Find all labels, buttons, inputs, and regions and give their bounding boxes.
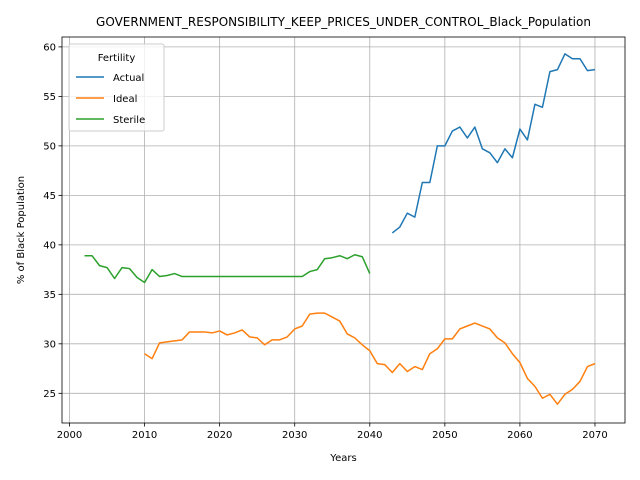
legend-items: Actual Ideal Sterile	[76, 73, 145, 126]
x-tick-label: 2070	[582, 430, 607, 441]
x-axis-label: Years	[329, 453, 356, 464]
legend-box	[68, 43, 165, 132]
axis-ticks: 2000 2010 2020 2030 2040 2050 2060 2070 25 30 35 40…	[43, 42, 607, 441]
legend-label-actual: Actual	[113, 73, 144, 84]
y-tick-label: 50	[43, 141, 56, 152]
legend-title: Fertility	[98, 53, 136, 64]
y-tick-label: 45	[43, 191, 56, 202]
x-tick-label: 2060	[507, 430, 532, 441]
legend: Fertility Actual Ideal Sterile	[68, 43, 165, 132]
y-tick-label: 35	[43, 290, 56, 301]
legend-label-sterile: Sterile	[113, 115, 145, 126]
x-tick-label: 2040	[357, 430, 382, 441]
series-line-sterile	[84, 253, 371, 284]
series-line-actual	[391, 53, 596, 234]
y-tick-label: 30	[43, 339, 56, 350]
series-line-ideal	[144, 312, 596, 405]
y-axis-label: % of Black Population	[16, 176, 27, 284]
y-tick-label: 60	[43, 42, 56, 53]
x-tick-label: 2020	[207, 430, 232, 441]
series-lines	[84, 53, 596, 405]
y-tick-label: 25	[43, 389, 56, 400]
legend-label-ideal: Ideal	[113, 94, 137, 105]
plot-frame	[61, 36, 626, 424]
x-tick-label: 2010	[132, 430, 157, 441]
x-tick-label: 2030	[282, 430, 307, 441]
grid-lines	[62, 37, 625, 423]
chart-title: GOVERNMENT_RESPONSIBILITY_KEEP_PRICES_UN…	[96, 15, 591, 29]
x-tick-label: 2000	[57, 430, 82, 441]
y-tick-label: 55	[43, 92, 56, 103]
x-tick-label: 2050	[432, 430, 457, 441]
y-tick-label: 40	[43, 240, 56, 251]
